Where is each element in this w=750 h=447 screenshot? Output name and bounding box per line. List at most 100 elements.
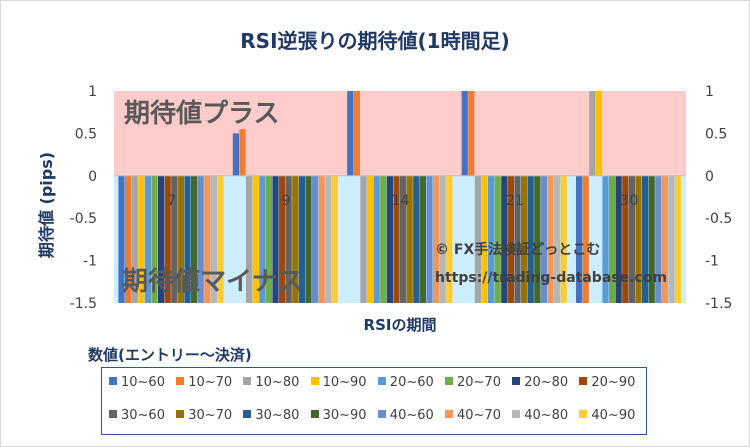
legend-item: 40~80	[512, 408, 568, 423]
bar-10~90-rsi-30	[595, 91, 602, 176]
legend-label: 40~60	[389, 408, 434, 423]
y-tick-label-left: -1.5	[70, 296, 97, 312]
bar-20~60-rsi-14	[373, 175, 380, 303]
legend-label: 20~80	[524, 375, 569, 390]
bar-20~80-rsi-9	[272, 175, 279, 303]
bar-40~60-rsi-21	[540, 175, 547, 303]
legend-label: 10~60	[121, 375, 165, 390]
legend-label: 30~60	[121, 408, 165, 423]
legend-item: 10~90	[310, 375, 367, 390]
y-axis-label: 期待値 (pips)	[37, 152, 56, 258]
bar-30~60-rsi-7	[171, 175, 178, 303]
bar-30~70-rsi-30	[635, 175, 642, 303]
legend-item: 30~90	[310, 408, 367, 423]
bar-10~70-rsi-9	[239, 129, 246, 176]
bar-10~60-rsi-30	[576, 175, 583, 303]
legend-label: 40~90	[591, 408, 636, 423]
bar-20~80-rsi-14	[386, 175, 393, 303]
plus-zone-label: 期待値プラス	[124, 99, 279, 129]
minus-zone-label: 期待値マイナス	[122, 267, 303, 297]
bar-10~80-rsi-9	[246, 175, 253, 303]
bar-10~70-rsi-21	[468, 91, 475, 176]
bar-20~60-rsi-30	[602, 175, 609, 303]
bar-30~60-rsi-9	[285, 175, 292, 303]
bar-30~80-rsi-14	[413, 175, 420, 303]
y-tick-label-right: 0	[705, 169, 714, 185]
legend-item: 30~80	[243, 408, 299, 423]
bar-30~60-rsi-14	[400, 175, 407, 303]
bar-40~70-rsi-14	[433, 175, 440, 303]
category-label: 30	[620, 193, 638, 209]
legend-swatch	[377, 410, 386, 418]
bar-10~80-rsi-30	[589, 91, 596, 176]
bar-30~70-rsi-21	[521, 175, 528, 303]
y-tick-label-right: -1.5	[705, 296, 732, 312]
url-watermark: https://trading-database.com	[435, 270, 667, 286]
bar-30~90-rsi-30	[648, 175, 655, 303]
legend-swatch	[512, 377, 521, 385]
bar-20~60-rsi-7	[144, 175, 151, 303]
legend-label: 40~80	[524, 408, 569, 423]
bar-20~70-rsi-7	[151, 175, 158, 303]
y-tick-labels-left: 1 0.5 0 -0.5 -1 -1.5	[70, 84, 97, 312]
legend-item: 20~70	[445, 375, 501, 390]
bar-20~60-rsi-9	[259, 175, 266, 303]
legend-label: 10~70	[188, 375, 233, 390]
legend-title: 数値(エントリー～決済)	[88, 346, 252, 364]
bar-10~90-rsi-14	[367, 175, 374, 303]
bar-10~90-rsi-7	[138, 175, 145, 303]
bar-40~80-rsi-7	[210, 175, 217, 303]
bar-40~60-rsi-7	[197, 175, 204, 303]
legend-label: 30~90	[322, 408, 367, 423]
bar-40~70-rsi-9	[318, 175, 325, 303]
legend-swatch	[445, 377, 453, 385]
legend-swatch	[579, 410, 588, 418]
bar-30~70-rsi-14	[406, 175, 413, 303]
bar-40~70-rsi-21	[547, 175, 554, 303]
legend: 10~60 10~70 10~80 10~90 20~60 20~70 20~80 20~90…	[101, 367, 647, 435]
bar-20~90-rsi-7	[164, 175, 171, 303]
category-label: 21	[506, 193, 524, 209]
category-label: 14	[392, 193, 410, 209]
y-tick-label-right: 1	[705, 84, 714, 100]
legend-label: 10~90	[322, 375, 367, 390]
bar-30~70-rsi-7	[177, 175, 184, 303]
y-tick-label-left: 0.5	[75, 126, 97, 142]
legend-swatch	[310, 410, 319, 418]
legend-label: 20~70	[457, 375, 501, 390]
legend-swatch	[176, 377, 185, 385]
bar-10~60-rsi-7	[118, 175, 125, 303]
bar-40~80-rsi-14	[439, 175, 446, 303]
y-tick-label-left: -0.5	[70, 211, 97, 227]
bar-30~90-rsi-14	[419, 175, 426, 303]
legend-swatch	[243, 377, 252, 385]
y-tick-labels-right: 1 0.5 0 -0.5 -1 -1.5	[705, 84, 732, 312]
x-axis-label: RSIの期間	[364, 316, 437, 334]
y-tick-label-right: -1	[705, 254, 719, 270]
bar-40~90-rsi-14	[446, 175, 453, 303]
legend-swatch	[109, 377, 117, 385]
bar-30~90-rsi-7	[191, 175, 198, 303]
legend-swatch	[377, 377, 386, 385]
bar-10~60-rsi-9	[232, 133, 239, 176]
bar-20~70-rsi-21	[494, 175, 501, 303]
y-tick-label-left: 0	[88, 169, 97, 185]
legend-item: 40~60	[377, 408, 434, 423]
legend-swatch	[176, 410, 185, 418]
y-tick-label-left: 1	[88, 84, 97, 100]
bar-40~80-rsi-30	[668, 175, 675, 303]
legend-item: 10~60	[109, 375, 165, 390]
legend-item: 10~70	[176, 375, 232, 390]
bar-30~70-rsi-9	[292, 175, 299, 303]
bar-30~90-rsi-9	[305, 175, 312, 303]
bar-40~60-rsi-14	[426, 175, 433, 303]
bar-40~80-rsi-9	[325, 175, 332, 303]
bar-20~70-rsi-9	[265, 175, 272, 303]
bar-20~90-rsi-14	[393, 175, 400, 303]
legend-label: 30~80	[255, 408, 300, 423]
bar-20~80-rsi-7	[158, 175, 165, 303]
bar-40~60-rsi-30	[655, 175, 662, 303]
bar-group	[118, 91, 682, 303]
bar-40~60-rsi-9	[312, 175, 319, 303]
legend-item: 40~70	[445, 408, 501, 423]
